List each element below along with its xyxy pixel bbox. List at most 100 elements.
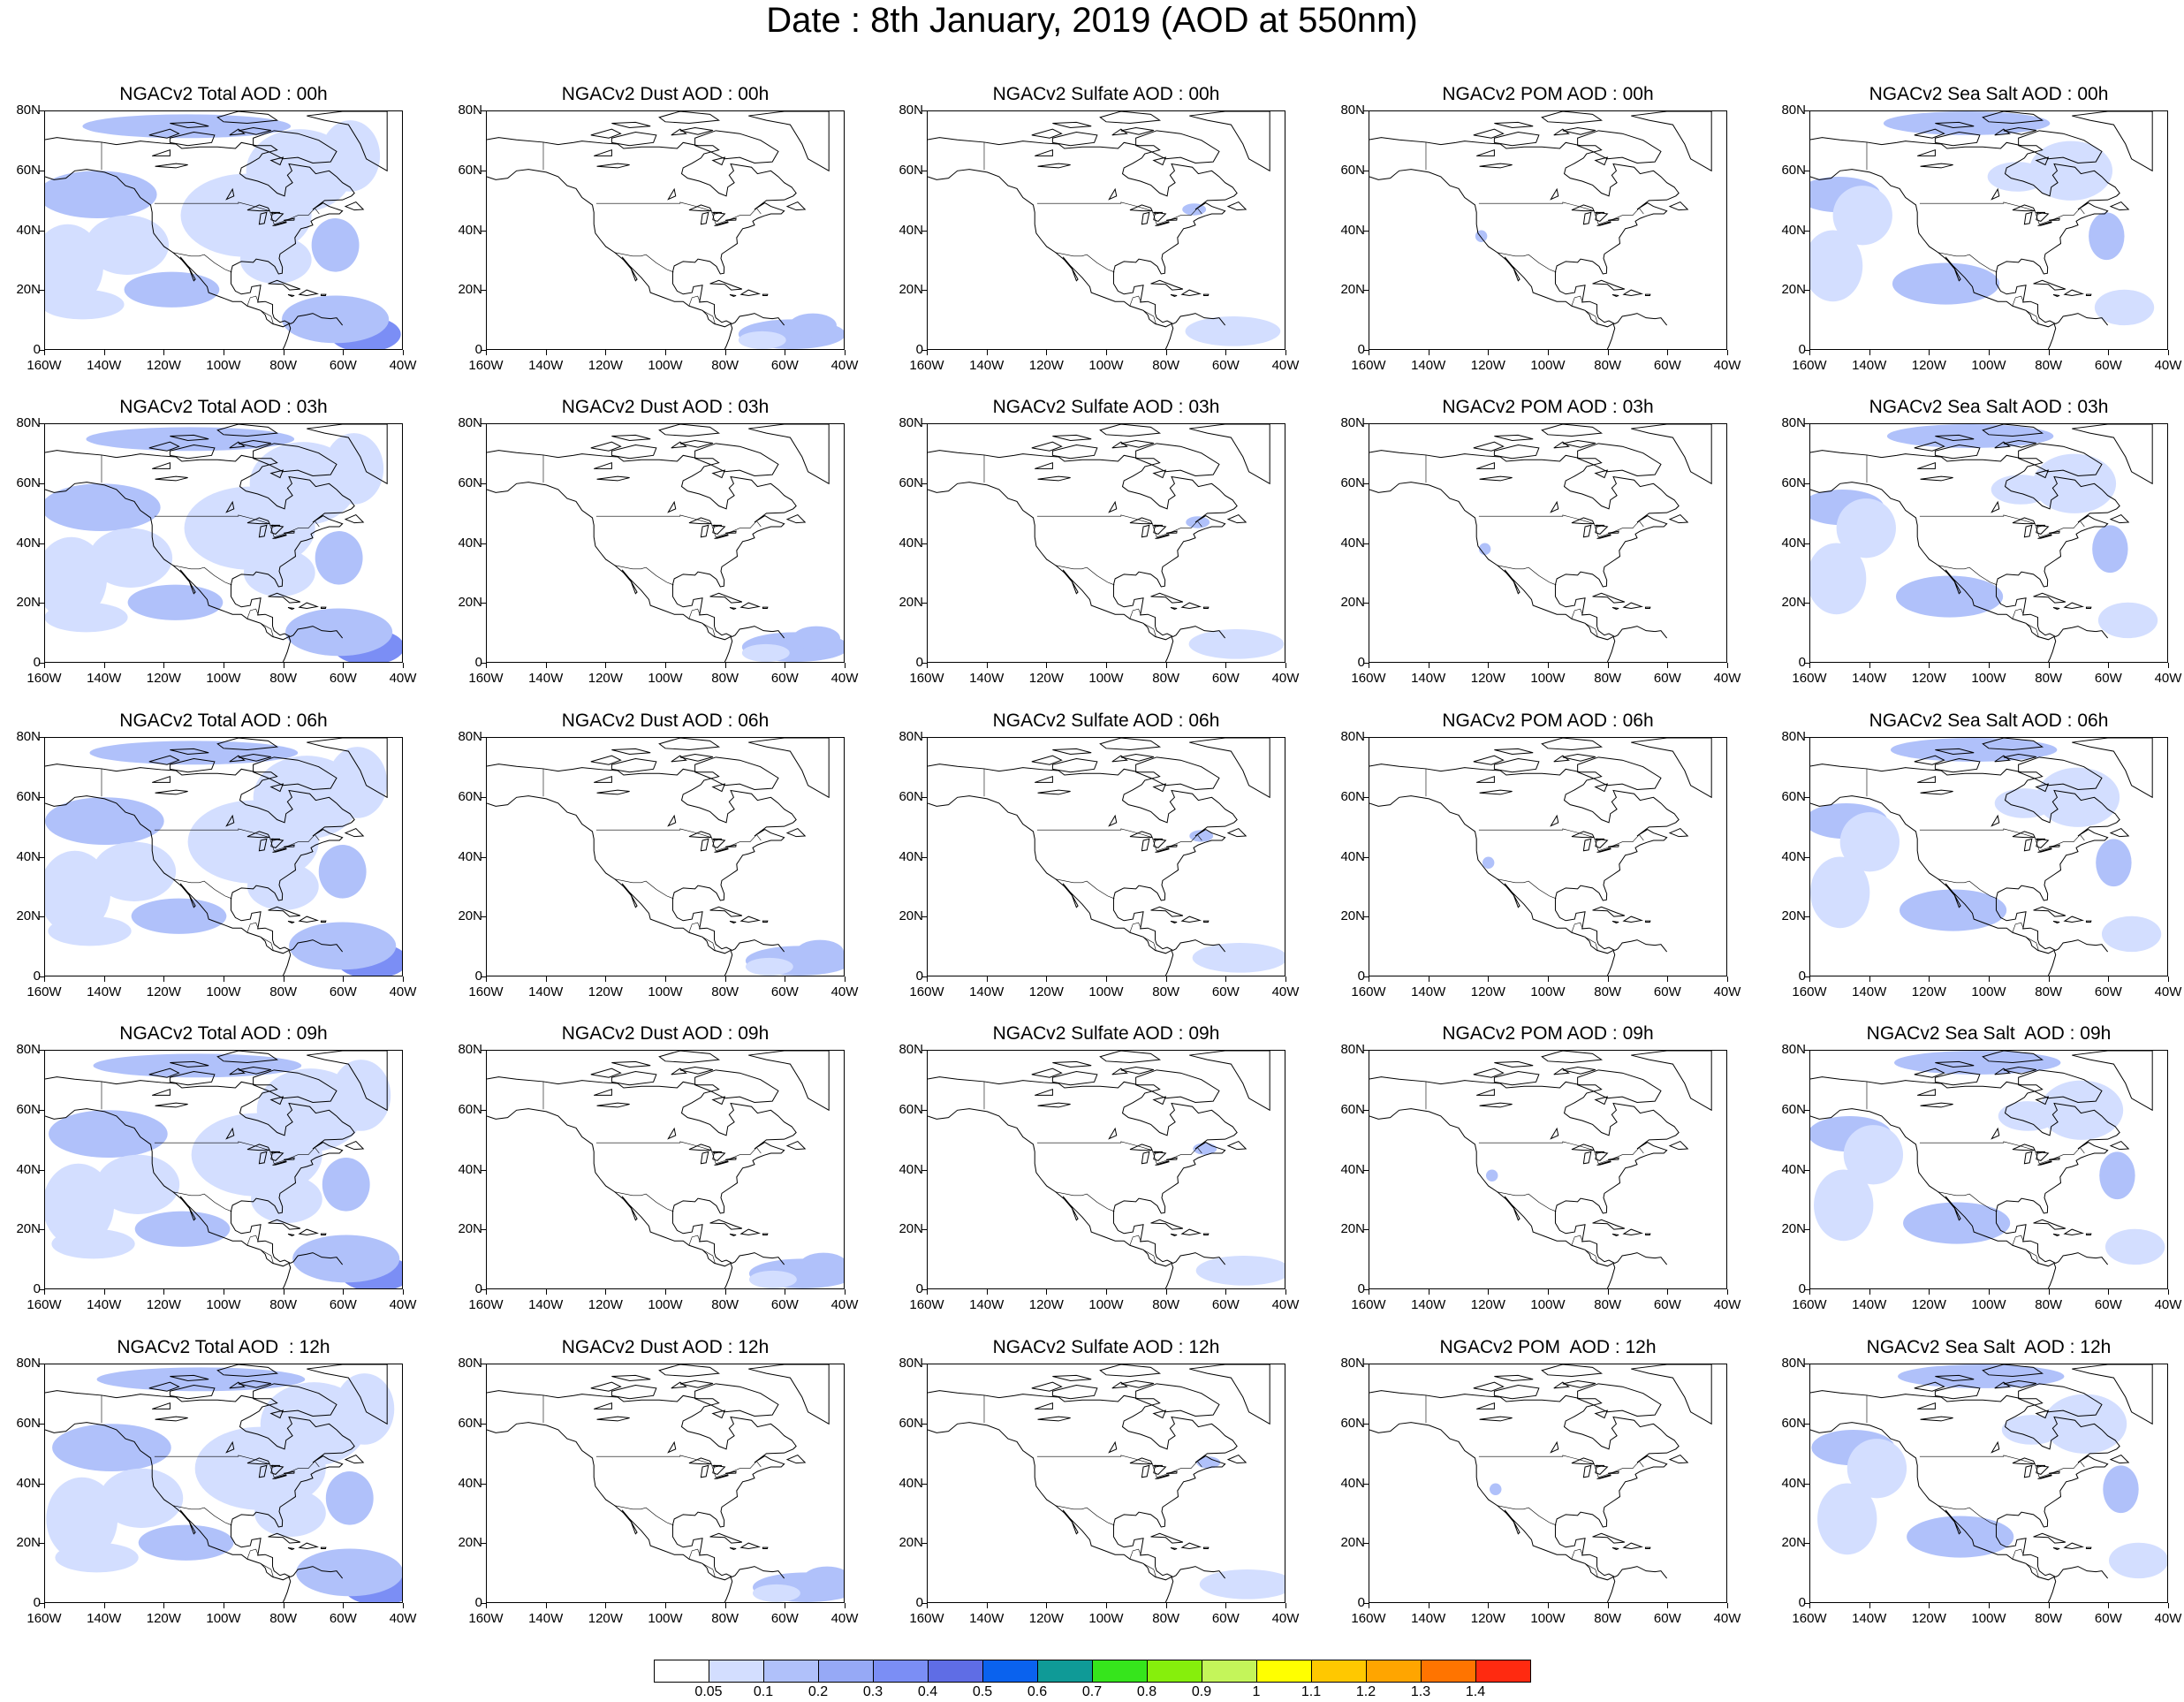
island-outline [1541, 1051, 1604, 1063]
island-outline [1592, 1219, 1626, 1230]
lon-tick [605, 1603, 607, 1608]
lon-tick-label: 120W [1911, 671, 1946, 686]
aod-region [1836, 498, 1896, 558]
aod-region [738, 331, 786, 349]
island-outline [1622, 602, 1643, 609]
lat-tick-label: 40N [899, 1475, 923, 1491]
pacific-coastline [1810, 482, 2057, 662]
lon-tick-label: 40W [1713, 1611, 1741, 1626]
lake-outline [258, 1464, 268, 1478]
aod-region [296, 1548, 402, 1597]
island-outline [1553, 128, 1570, 136]
country-border [1036, 1455, 1202, 1478]
lake-outline [1155, 1474, 1170, 1479]
lon-tick [1548, 976, 1549, 982]
map-frame [486, 737, 845, 976]
aod-region [322, 1158, 370, 1212]
lon-tick-label: 100W [1530, 984, 1566, 999]
lon-tick-label: 120W [1028, 671, 1064, 686]
lon-tick-label: 120W [588, 984, 623, 999]
island-outline [1099, 424, 1162, 437]
aod-region [1839, 812, 1900, 872]
lat-tick [1804, 1050, 1809, 1051]
lat-tick-label: 80N [1781, 103, 1806, 118]
aod-region [1907, 1516, 2014, 1558]
island-outline [739, 1542, 761, 1549]
lat-tick-label: 20N [16, 595, 41, 611]
lat-tick [1804, 916, 1809, 918]
island-outline [1644, 920, 1651, 923]
colorbar-cell [1366, 1660, 1422, 1683]
island-outline [729, 1546, 737, 1550]
island-outline [1226, 827, 1247, 838]
lake-outline [258, 838, 268, 852]
lon-tick-label: 120W [146, 984, 181, 999]
island-outline [1180, 916, 1202, 923]
pacific-coastline [928, 1108, 1174, 1288]
map-panel: NGACv2 Total AOD : 06h 80N 60N 40N 20N 0 160W 1… [0, 627, 442, 999]
lat-tick [1363, 423, 1369, 424]
colorbar-cell [982, 1660, 1038, 1683]
lon-tick [1667, 350, 1669, 355]
island-outline [611, 434, 651, 441]
lat-tick-label: 0 [915, 342, 923, 357]
island-outline [658, 738, 721, 750]
lat-tick [39, 1050, 44, 1051]
lon-tick [1285, 976, 1286, 982]
lat-tick-label: 60N [1340, 162, 1365, 178]
aod-field [1490, 1483, 1502, 1495]
lon-tick-label: 100W [206, 671, 241, 686]
island-outline [148, 1068, 180, 1078]
lon-tick-label: 120W [146, 1297, 181, 1312]
island-outline [762, 1233, 769, 1235]
island-outline [1052, 1374, 1092, 1381]
aod-region [45, 483, 161, 532]
country-border [2012, 608, 2024, 619]
lat-tick-label: 60N [16, 1101, 41, 1117]
lake-outline [2036, 524, 2050, 535]
island-outline [1934, 444, 1981, 460]
lake-outline [152, 461, 171, 469]
lon-tick-label: 120W [1470, 671, 1505, 686]
country-border [1055, 1505, 1115, 1526]
coastlines [1810, 1051, 2153, 1288]
lon-tick-label: 120W [1028, 1611, 1064, 1626]
island-outline [238, 1066, 271, 1075]
lat-tick-label: 40N [1340, 1161, 1365, 1177]
map-panel: NGACv2 Dust AOD : 00h 80N 60N 40N 20N 0 160W 14… [442, 0, 883, 373]
lake-outline [1141, 1151, 1150, 1165]
lon-tick-label: 100W [648, 671, 683, 686]
lake-outline [667, 814, 677, 827]
island-outline [1644, 606, 1651, 609]
lat-tick-label: 40N [899, 535, 923, 551]
lat-tick [1804, 1603, 1809, 1604]
lat-tick-label: 20N [16, 908, 41, 924]
lat-tick [481, 423, 486, 424]
island-outline [2018, 130, 2103, 163]
panel-title: NGACv2 POM AOD : 00h [1442, 84, 1654, 104]
island-outline [238, 753, 271, 762]
aod-region [1900, 889, 2007, 931]
island-outline [1592, 592, 1626, 604]
lake-outline [1479, 1102, 1513, 1108]
lon-tick-label: 160W [1351, 1611, 1386, 1626]
lat-tick [481, 110, 486, 111]
lon-tick [927, 976, 928, 982]
lake-outline [1037, 1102, 1071, 1108]
lat-tick-label: 40N [1781, 535, 1806, 551]
lon-tick [163, 350, 165, 355]
country-border [701, 310, 716, 325]
island-outline [1111, 1381, 1128, 1389]
lake-outline [700, 211, 709, 225]
lon-tick [545, 350, 547, 355]
country-border [154, 201, 320, 225]
island-outline [1668, 1140, 1689, 1151]
country-border [1142, 937, 1156, 952]
lake-outline [272, 534, 287, 539]
lat-tick [921, 916, 927, 918]
panel-title: NGACv2 POM AOD : 12h [1439, 1337, 1657, 1357]
lon-tick-label: 40W [389, 1611, 417, 1626]
lat-tick [39, 290, 44, 292]
lake-outline [258, 1151, 268, 1165]
lake-outline [1550, 1127, 1559, 1140]
